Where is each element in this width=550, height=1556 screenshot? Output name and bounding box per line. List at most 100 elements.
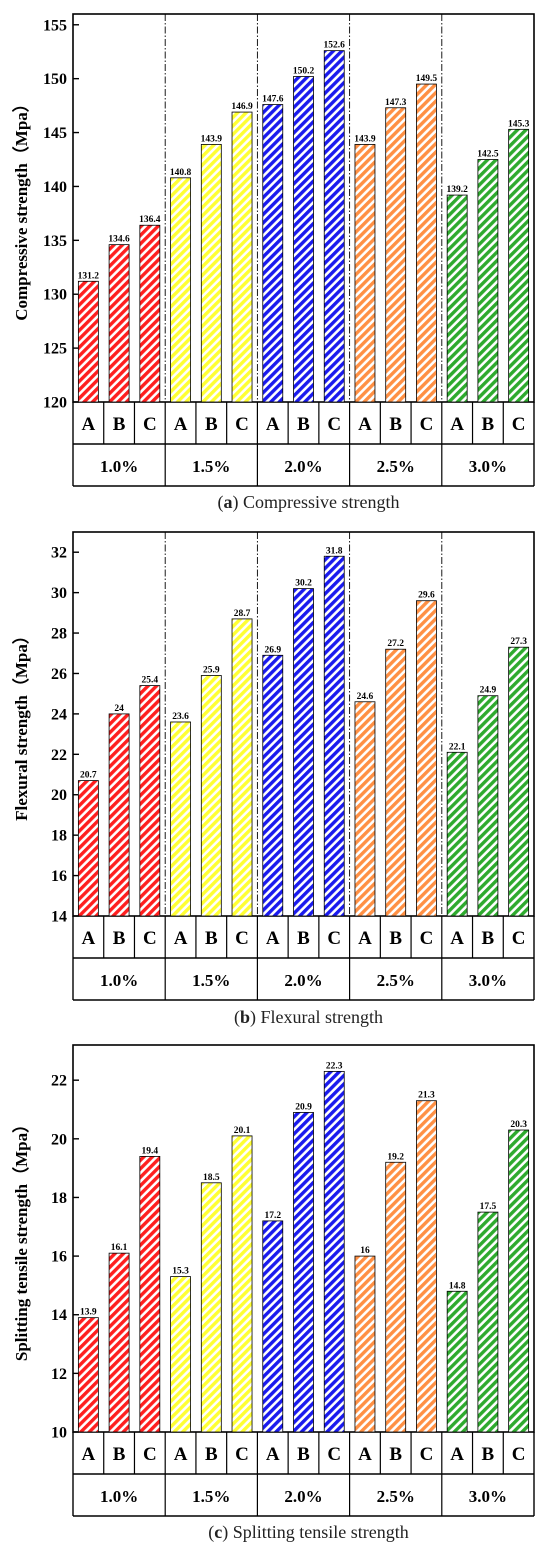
bar-2.5%-A <box>354 701 376 917</box>
bar-1.5%-B <box>200 144 222 403</box>
x-category-label: A <box>450 928 464 949</box>
y-tick-label: 18 <box>51 1190 67 1207</box>
data-label: 25.4 <box>142 676 159 686</box>
y-tick-label: 26 <box>51 666 67 683</box>
bar-2.0%-B <box>293 76 314 403</box>
x-category-label: A <box>266 414 280 435</box>
bar-2.5%-C <box>416 83 437 403</box>
bar-1.5%-C <box>231 1135 253 1433</box>
data-label: 140.8 <box>170 168 192 178</box>
y-tick-label: 20 <box>51 1131 67 1148</box>
bar-2.0%-B <box>293 588 314 917</box>
y-tick-label: 12 <box>51 1366 67 1383</box>
x-category-label: C <box>235 928 249 949</box>
bar-2.5%-C <box>416 600 437 917</box>
bar-3.0%-C <box>508 1129 530 1433</box>
data-label: 16.1 <box>111 1243 128 1253</box>
bar-2.0%-C <box>323 555 345 917</box>
data-label: 147.6 <box>262 95 284 105</box>
x-group-label: 3.0% <box>469 457 507 476</box>
bar-2.5%-C <box>416 1100 437 1433</box>
data-label: 14.8 <box>449 1281 466 1291</box>
bar-1.5%-A <box>170 1276 191 1433</box>
x-group-label: 1.0% <box>100 457 138 476</box>
bar-1.5%-C <box>231 618 253 917</box>
x-category-label: A <box>358 414 372 435</box>
x-category-label: A <box>266 1444 280 1465</box>
data-label: 24.9 <box>480 686 497 696</box>
x-category-label: A <box>81 414 95 435</box>
y-tick-label: 28 <box>51 626 67 643</box>
x-category-label: C <box>420 414 434 435</box>
x-category-label: C <box>327 1444 341 1465</box>
data-label: 27.2 <box>387 639 404 649</box>
x-category-label: B <box>113 928 126 949</box>
y-axis-label: Compressive strength（Mpa） <box>11 95 31 321</box>
data-label: 131.2 <box>78 271 100 281</box>
x-category-label: B <box>113 1444 126 1465</box>
x-category-label: B <box>482 928 495 949</box>
bar-2.0%-B <box>293 1112 314 1433</box>
data-label: 17.5 <box>480 1202 497 1212</box>
data-label: 18.5 <box>203 1173 220 1183</box>
bar-1.0%-B <box>108 713 130 917</box>
bar-1.5%-B <box>200 1182 222 1433</box>
y-tick-label: 14 <box>51 1307 67 1324</box>
x-category-label: B <box>389 414 402 435</box>
bar-3.0%-A <box>446 1290 468 1433</box>
data-label: 27.3 <box>510 637 527 647</box>
x-category-label: C <box>143 414 157 435</box>
y-tick-label: 120 <box>43 395 67 412</box>
data-label: 143.9 <box>201 134 223 144</box>
y-tick-label: 125 <box>43 341 67 358</box>
x-category-label: C <box>143 928 157 949</box>
bar-1.0%-B <box>108 244 130 403</box>
x-category-label: A <box>81 928 95 949</box>
data-label: 19.4 <box>142 1146 159 1156</box>
y-tick-label: 20 <box>51 787 67 804</box>
x-category-label: B <box>297 928 310 949</box>
x-category-label: B <box>389 928 402 949</box>
x-group-label: 1.5% <box>192 457 230 476</box>
data-label: 143.9 <box>354 134 376 144</box>
data-label: 150.2 <box>293 67 315 77</box>
y-tick-label: 22 <box>51 747 67 764</box>
x-group-label: 2.0% <box>284 1487 322 1506</box>
x-category-label: B <box>113 414 126 435</box>
x-category-label: A <box>174 414 188 435</box>
y-tick-label: 140 <box>43 179 67 196</box>
bar-3.0%-B <box>477 1211 499 1433</box>
bar-1.5%-B <box>200 675 222 917</box>
y-tick-label: 135 <box>43 233 67 250</box>
x-group-label: 2.5% <box>377 1487 415 1506</box>
data-label: 21.3 <box>418 1091 435 1101</box>
x-category-label: A <box>174 928 188 949</box>
bar-3.0%-A <box>446 194 468 403</box>
data-label: 142.5 <box>477 150 499 160</box>
x-category-label: C <box>143 1444 157 1465</box>
data-label: 13.9 <box>80 1308 97 1318</box>
panel-caption: (c) Splitting tensile strength <box>208 1522 409 1543</box>
x-category-label: B <box>482 1444 495 1465</box>
x-group-label: 1.0% <box>100 971 138 990</box>
bar-3.0%-C <box>508 128 530 403</box>
x-group-label: 2.5% <box>377 971 415 990</box>
y-tick-label: 16 <box>51 868 67 885</box>
x-group-label: 1.5% <box>192 1487 230 1506</box>
y-tick-label: 30 <box>51 585 67 602</box>
bar-1.0%-C <box>139 1156 161 1433</box>
data-label: 147.3 <box>385 98 407 108</box>
x-category-label: B <box>205 414 218 435</box>
y-tick-label: 10 <box>51 1425 67 1442</box>
bar-2.5%-B <box>385 107 407 403</box>
data-label: 19.2 <box>387 1152 404 1162</box>
bar-3.0%-B <box>477 695 499 917</box>
bar-1.0%-A <box>77 1317 99 1433</box>
data-label: 24 <box>114 704 124 714</box>
x-group-label: 3.0% <box>469 1487 507 1506</box>
bar-2.5%-A <box>354 144 376 403</box>
bar-1.5%-A <box>170 177 191 403</box>
data-label: 24.6 <box>357 692 374 702</box>
y-tick-label: 32 <box>51 545 67 562</box>
bar-2.0%-A <box>262 104 284 403</box>
